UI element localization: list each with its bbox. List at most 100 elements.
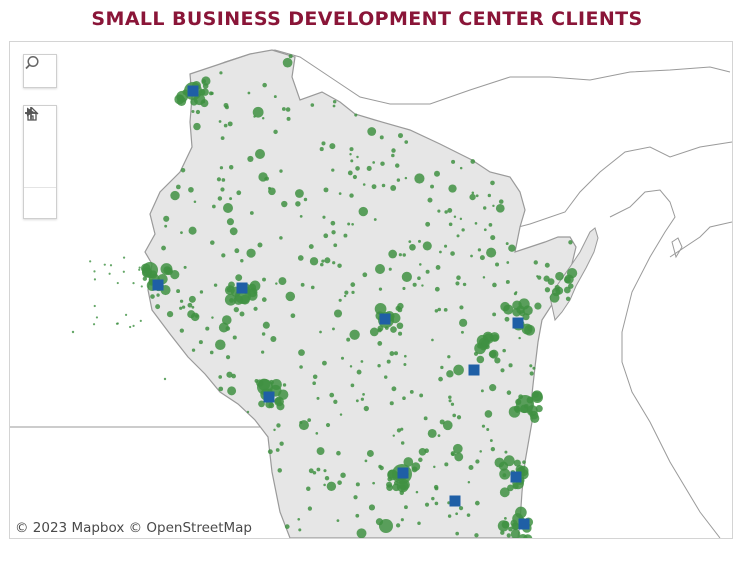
client-dot[interactable]: [312, 470, 317, 475]
client-dot[interactable]: [303, 197, 308, 202]
client-dot[interactable]: [175, 184, 181, 190]
client-dot[interactable]: [248, 283, 257, 292]
client-dot[interactable]: [358, 206, 368, 217]
client-dot[interactable]: [506, 390, 512, 395]
client-dot[interactable]: [108, 272, 111, 275]
client-dot[interactable]: [447, 514, 452, 518]
client-dot[interactable]: [450, 451, 456, 457]
client-dot[interactable]: [398, 331, 403, 336]
client-dot[interactable]: [490, 180, 495, 186]
client-dot[interactable]: [444, 210, 448, 214]
client-dot[interactable]: [262, 82, 267, 88]
client-dot[interactable]: [480, 389, 484, 393]
client-dot[interactable]: [332, 261, 336, 265]
client-dot[interactable]: [389, 401, 394, 406]
client-dot[interactable]: [288, 54, 293, 59]
client-dot[interactable]: [532, 366, 536, 370]
client-dot[interactable]: [103, 263, 106, 266]
client-dot[interactable]: [249, 211, 254, 215]
client-dot[interactable]: [522, 460, 526, 464]
client-dot[interactable]: [492, 312, 497, 317]
client-dot[interactable]: [504, 450, 508, 454]
client-dot[interactable]: [508, 363, 513, 368]
client-dot[interactable]: [132, 324, 135, 327]
client-dot[interactable]: [323, 469, 327, 473]
client-dot[interactable]: [389, 351, 395, 356]
client-dot[interactable]: [332, 327, 335, 331]
client-dot[interactable]: [163, 215, 170, 222]
sbdc-center-marker[interactable]: [510, 471, 522, 483]
client-dot[interactable]: [431, 338, 434, 342]
client-dot[interactable]: [375, 264, 385, 274]
client-dot[interactable]: [319, 330, 322, 334]
client-dot[interactable]: [282, 57, 293, 68]
client-dot[interactable]: [379, 135, 384, 140]
client-dot[interactable]: [349, 147, 354, 152]
client-dot[interactable]: [236, 190, 242, 196]
client-dot[interactable]: [321, 141, 326, 146]
client-dot[interactable]: [499, 487, 510, 498]
client-dot[interactable]: [142, 276, 148, 281]
client-dot[interactable]: [434, 286, 440, 292]
client-dot[interactable]: [229, 197, 233, 201]
client-dot[interactable]: [508, 526, 513, 532]
client-dot[interactable]: [442, 420, 453, 431]
client-dot[interactable]: [417, 239, 421, 243]
client-dot[interactable]: [351, 222, 354, 226]
client-dot[interactable]: [500, 368, 505, 373]
client-dot[interactable]: [349, 193, 354, 198]
client-dot[interactable]: [179, 328, 184, 333]
client-dot[interactable]: [369, 327, 379, 337]
client-dot[interactable]: [247, 91, 251, 95]
client-dot[interactable]: [396, 322, 404, 330]
client-dot[interactable]: [412, 282, 417, 287]
client-dot[interactable]: [363, 405, 369, 412]
client-dot[interactable]: [235, 274, 243, 282]
client-dot[interactable]: [309, 257, 319, 266]
client-dot[interactable]: [568, 240, 573, 245]
client-dot[interactable]: [205, 326, 210, 331]
client-dot[interactable]: [93, 304, 96, 308]
client-dot[interactable]: [393, 351, 399, 356]
client-dot[interactable]: [215, 339, 226, 351]
client-dot[interactable]: [211, 316, 214, 319]
client-dot[interactable]: [273, 95, 277, 99]
client-dot[interactable]: [209, 350, 214, 355]
client-dot[interactable]: [404, 176, 408, 180]
client-dot[interactable]: [219, 71, 223, 75]
client-dot[interactable]: [498, 199, 504, 204]
client-dot[interactable]: [481, 339, 489, 347]
client-dot[interactable]: [468, 465, 474, 471]
client-dot[interactable]: [510, 529, 521, 538]
client-dot[interactable]: [308, 244, 314, 250]
client-dot[interactable]: [221, 315, 232, 325]
client-dot[interactable]: [400, 518, 404, 522]
client-dot[interactable]: [453, 215, 457, 218]
client-dot[interactable]: [227, 386, 237, 396]
client-dot[interactable]: [279, 169, 283, 173]
client-dot[interactable]: [224, 105, 229, 110]
client-dot[interactable]: [310, 103, 315, 107]
client-dot[interactable]: [508, 244, 516, 252]
client-dot[interactable]: [386, 481, 393, 488]
client-dot[interactable]: [505, 280, 510, 284]
client-dot[interactable]: [563, 286, 571, 294]
client-dot[interactable]: [132, 282, 135, 285]
client-dot[interactable]: [437, 434, 441, 438]
client-dot[interactable]: [179, 299, 184, 303]
client-dot[interactable]: [273, 129, 278, 135]
client-dot[interactable]: [424, 448, 429, 454]
client-dot[interactable]: [71, 330, 75, 334]
client-dot[interactable]: [226, 371, 233, 378]
client-dot[interactable]: [398, 253, 402, 257]
client-dot[interactable]: [246, 410, 250, 414]
client-dot[interactable]: [451, 159, 456, 164]
client-dot[interactable]: [229, 298, 234, 303]
client-dot[interactable]: [467, 480, 471, 484]
client-dot[interactable]: [299, 215, 303, 218]
client-dot[interactable]: [504, 516, 507, 520]
client-dot[interactable]: [507, 484, 514, 492]
client-dot[interactable]: [307, 418, 312, 422]
client-dot[interactable]: [566, 268, 578, 279]
client-dot[interactable]: [295, 201, 301, 207]
